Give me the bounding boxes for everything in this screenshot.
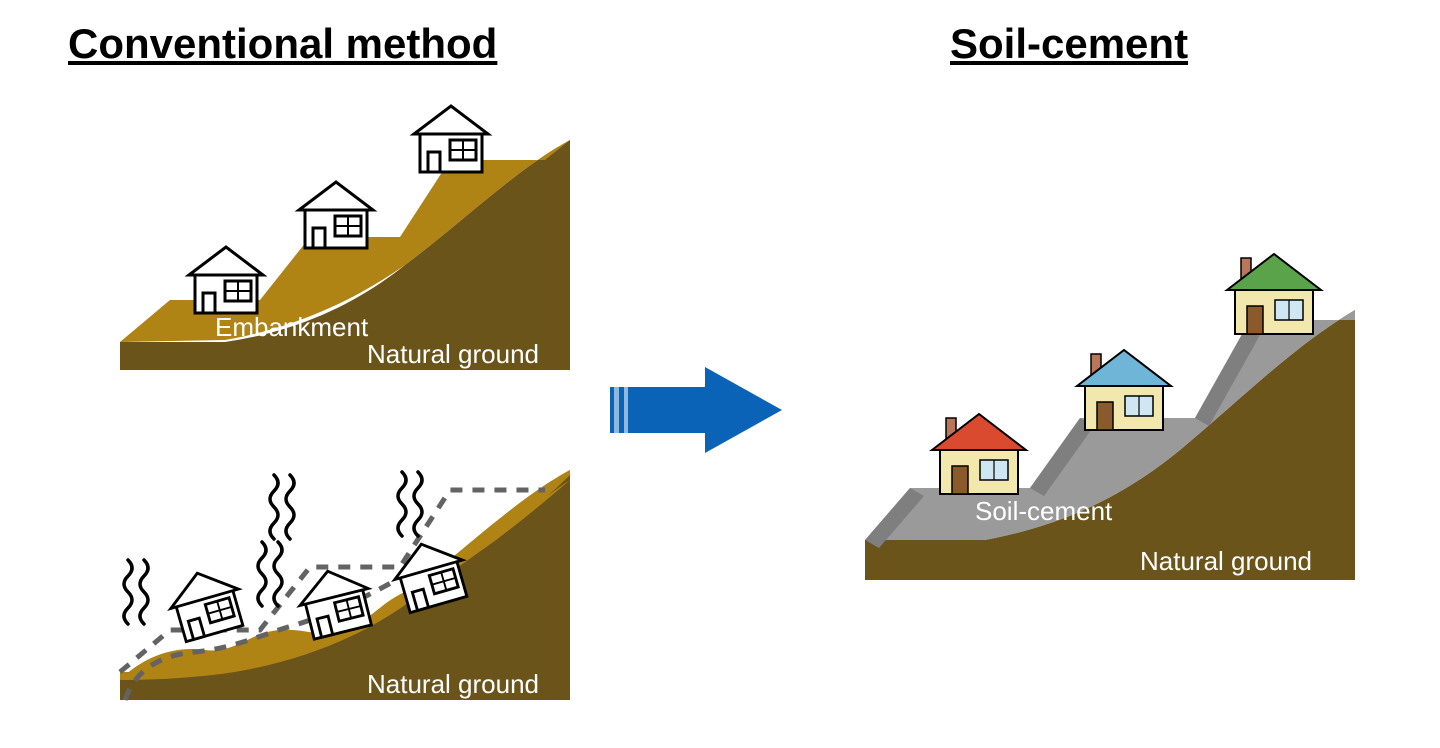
diagram-stage: Conventional method Soil-cement Embankme…	[0, 0, 1440, 748]
houses-right	[0, 0, 1440, 748]
house-color	[932, 414, 1026, 494]
house-color	[1077, 350, 1171, 430]
house-color	[1227, 254, 1321, 334]
